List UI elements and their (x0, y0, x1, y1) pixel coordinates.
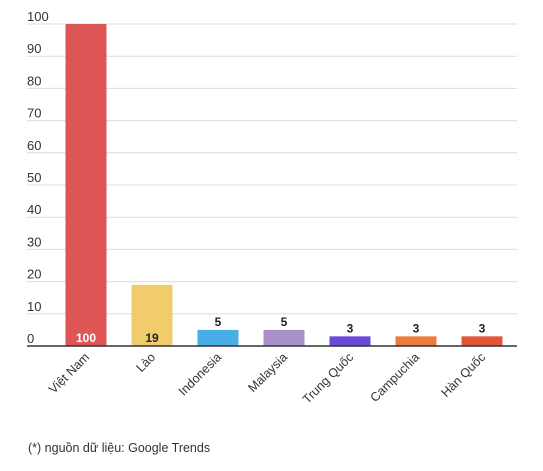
bar (197, 329, 239, 346)
bar (395, 336, 437, 346)
y-tick-label: 0 (27, 331, 34, 346)
data-label: 3 (413, 321, 420, 335)
y-tick-label: 60 (27, 138, 41, 153)
x-tick-label: Campuchia (368, 350, 423, 405)
bar (131, 284, 173, 346)
bars (65, 24, 503, 346)
data-label: 100 (76, 331, 96, 345)
y-tick-label: 100 (27, 9, 49, 24)
y-tick-label: 50 (27, 170, 41, 185)
gridlines (27, 23, 517, 315)
x-axis-tick-labels: Việt Nam Lào Indonesia Malaysia Trung Quốc Ca… (46, 350, 488, 406)
bar (263, 329, 305, 346)
bar (461, 336, 503, 346)
y-axis-tick-labels: 0 10 20 30 40 50 60 70 80 90 100 (27, 9, 49, 346)
data-label: 3 (347, 321, 354, 335)
y-tick-label: 90 (27, 41, 41, 56)
x-tick-label: Trung Quốc (300, 350, 356, 406)
x-tick-label: Malaysia (245, 350, 290, 395)
source-footnote: (*) nguồn dữ liệu: Google Trends (28, 441, 211, 455)
y-tick-label: 70 (27, 106, 41, 121)
bar (329, 336, 371, 346)
y-tick-label: 30 (27, 234, 41, 249)
data-label: 3 (479, 321, 486, 335)
y-tick-label: 20 (27, 267, 41, 282)
y-tick-label: 80 (27, 73, 41, 88)
bar (65, 24, 107, 346)
data-labels: 100 19 5 5 3 3 3 (76, 315, 486, 345)
y-tick-label: 40 (27, 202, 41, 217)
x-tick-label: Lào (133, 350, 158, 375)
bar-chart: 0 10 20 30 40 50 60 70 80 90 100 100 19 5 5 3 3 3 Việt N… (27, 9, 517, 406)
x-tick-label: Việt Nam (46, 350, 92, 396)
data-label: 5 (281, 315, 288, 329)
data-label: 19 (145, 331, 159, 345)
data-label: 5 (215, 315, 222, 329)
y-tick-label: 10 (27, 299, 41, 314)
x-tick-label: Indonesia (176, 350, 224, 398)
x-tick-label: Hàn Quốc (438, 350, 488, 400)
